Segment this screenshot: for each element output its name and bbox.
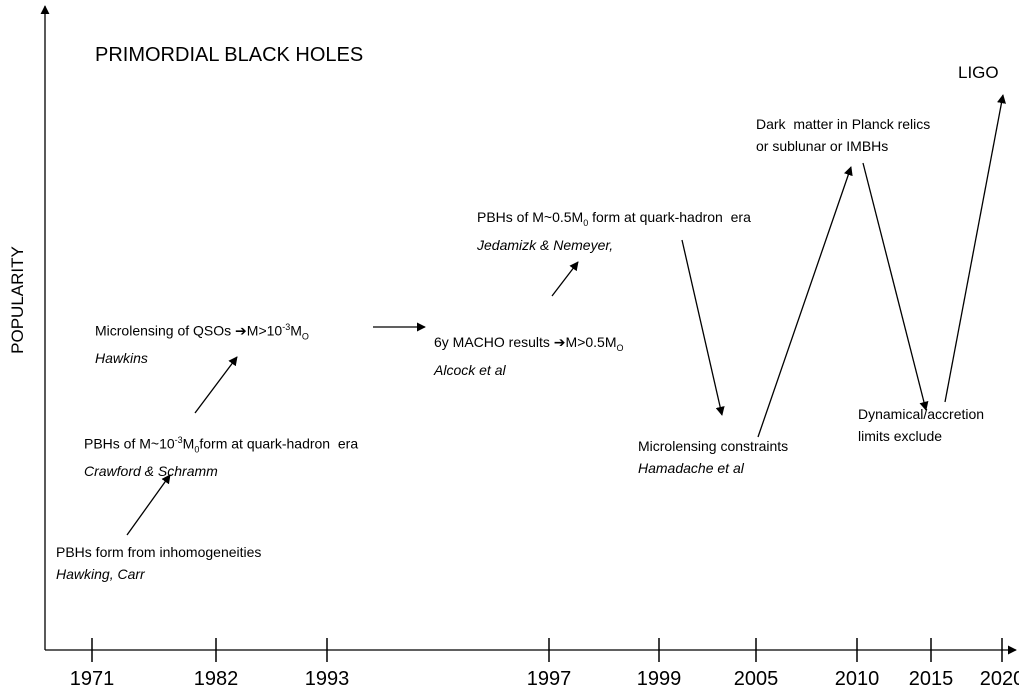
event-author: Hawking, Carr	[56, 566, 145, 582]
text: LIGO	[958, 63, 999, 82]
arrow	[681, 239, 725, 416]
arrow	[944, 94, 1006, 403]
text: limits exclude	[858, 428, 943, 444]
event-line: Microlensing constraints	[638, 435, 788, 457]
text: form at quark-hadron era	[588, 209, 751, 225]
arrow	[126, 474, 171, 536]
x-tick-label: 1971	[69, 668, 115, 690]
event-line: PBHs form from inhomogeneities	[56, 541, 261, 563]
text: PBHs of M~0.5M	[477, 209, 584, 225]
event-line: 6y MACHO results ➔M>0.5MO	[434, 331, 624, 359]
arrow	[757, 166, 853, 438]
event-line: Microlensing of QSOs ➔M>10-3MO	[95, 316, 309, 347]
text: 6y MACHO results ➔M>0.5M	[434, 334, 617, 350]
event: Dynamical/accretion limits exclude	[858, 403, 984, 447]
text: PBHs form from inhomogeneities	[56, 544, 262, 560]
text: PBHs of M~10	[84, 435, 175, 452]
event-line: Dark matter in Planck relics	[756, 113, 930, 135]
event-line: LIGO	[958, 62, 999, 84]
arrow	[194, 356, 238, 414]
text: Dark matter in Planck relics	[756, 116, 931, 132]
event: PBHs form from inhomogeneities Hawking, C…	[56, 541, 261, 585]
event: PBHs of M~10-3M0form at quark-hadron era…	[84, 429, 358, 482]
event-line: or sublunar or IMBHs	[756, 135, 930, 157]
subscript: 0	[194, 444, 200, 455]
text: Microlensing of QSOs ➔M>10	[95, 322, 283, 339]
x-tick-label: 1982	[193, 668, 239, 690]
text: or sublunar or IMBHs	[756, 138, 889, 154]
x-tick-label: 2020	[979, 668, 1019, 690]
event-author: Crawford & Schramm	[84, 463, 218, 480]
text: form at quark-hadron era	[199, 435, 359, 452]
x-tick-label: 2010	[834, 668, 880, 690]
subscript: 0	[583, 217, 589, 228]
x-tick-label: 1997	[526, 668, 572, 690]
event: Microlensing of QSOs ➔M>10-3MO Hawkins	[95, 316, 309, 369]
text: Dynamical/accretion	[858, 406, 985, 422]
superscript: -3	[282, 322, 291, 332]
text: M	[290, 322, 302, 339]
event: 6y MACHO results ➔M>0.5MO Alcock et al	[434, 331, 624, 381]
arrow	[862, 162, 929, 411]
subscript: O	[616, 342, 624, 353]
event-author: Alcock et al	[434, 361, 506, 378]
event: Dark matter in Planck relics or sublunar …	[756, 113, 930, 157]
text: M	[182, 435, 195, 452]
text: Microlensing constraints	[638, 438, 789, 454]
event-author: Hamadache et al	[638, 460, 744, 476]
event-line: Dynamical/accretion	[858, 403, 984, 425]
x-tick-label: 2015	[908, 668, 954, 690]
event: Microlensing constraints Hamadache et al	[638, 435, 788, 479]
x-tick-label: 1993	[304, 668, 350, 690]
x-tick-label: 1999	[636, 668, 682, 690]
subscript: O	[301, 331, 309, 342]
title: PRIMORDIAL BLACK HOLES	[95, 44, 364, 66]
superscript: -3	[174, 435, 183, 445]
event-author: Hawkins	[95, 350, 148, 367]
event-line: PBHs of M~0.5M0 form at quark-hadron era	[477, 206, 751, 234]
x-tick-label: 2005	[733, 668, 779, 690]
event: PBHs of M~0.5M0 form at quark-hadron era…	[477, 206, 751, 256]
y-axis-label: POPULARITY	[8, 246, 27, 354]
event-author: Jedamizk & Nemeyer,	[477, 236, 614, 253]
arrow	[551, 261, 579, 297]
event: LIGO	[958, 62, 999, 84]
event-line: PBHs of M~10-3M0form at quark-hadron era	[84, 429, 358, 460]
event-line: limits exclude	[858, 425, 984, 447]
